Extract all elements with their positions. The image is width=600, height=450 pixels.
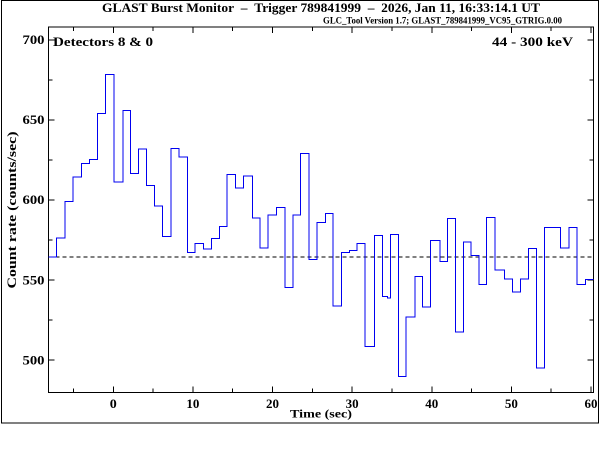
svg-text:20: 20 <box>266 397 279 411</box>
svg-text:40: 40 <box>425 397 438 411</box>
svg-text:GLAST Burst Monitor – Trigge: GLAST Burst Monitor – Trigger 789841999 … <box>102 1 540 15</box>
svg-text:GLC_Tool Version 1.7; GLAST_78: GLC_Tool Version 1.7; GLAST_789841999_VC… <box>323 17 562 27</box>
svg-text:30: 30 <box>346 397 359 411</box>
svg-text:50: 50 <box>505 397 518 411</box>
svg-text:60: 60 <box>585 397 598 411</box>
svg-text:700: 700 <box>23 33 45 47</box>
svg-text:Count rate (counts/sec): Count rate (counts/sec) <box>5 132 19 289</box>
svg-text:10: 10 <box>186 397 199 411</box>
svg-text:650: 650 <box>23 113 45 127</box>
svg-text:0: 0 <box>110 397 117 411</box>
svg-text:600: 600 <box>23 193 45 207</box>
svg-text:550: 550 <box>23 273 45 287</box>
svg-text:44 - 300 keV: 44 - 300 keV <box>492 35 573 49</box>
svg-text:Detectors 8 & 0: Detectors 8 & 0 <box>53 35 153 49</box>
svg-text:Time (sec): Time (sec) <box>290 407 352 421</box>
svg-text:500: 500 <box>23 353 45 367</box>
